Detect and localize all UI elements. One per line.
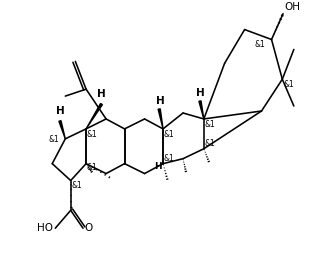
Polygon shape (158, 109, 163, 129)
Polygon shape (59, 121, 65, 139)
Text: OH: OH (284, 2, 300, 12)
Text: &1: &1 (283, 80, 294, 89)
Text: &1: &1 (204, 139, 215, 148)
Text: &1: &1 (204, 120, 215, 129)
Text: H: H (56, 106, 64, 116)
Text: &1: &1 (164, 130, 174, 139)
Polygon shape (199, 101, 204, 119)
Text: H: H (97, 89, 106, 99)
Text: &1: &1 (87, 130, 98, 139)
Text: &1: &1 (254, 40, 265, 49)
Text: &1: &1 (72, 181, 82, 190)
Text: H: H (154, 162, 162, 171)
Text: &1: &1 (87, 163, 98, 172)
Text: &1: &1 (48, 135, 59, 144)
Text: O: O (84, 223, 93, 233)
Text: &1: &1 (164, 154, 174, 163)
Text: HO: HO (37, 223, 53, 233)
Text: H: H (156, 96, 164, 106)
Polygon shape (86, 103, 103, 129)
Text: H: H (195, 88, 204, 98)
